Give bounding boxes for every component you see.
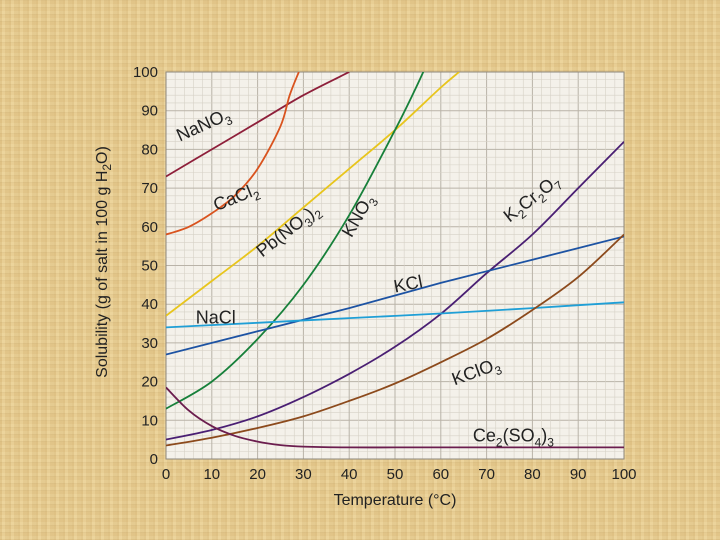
series-line-kno3	[166, 72, 425, 410]
series-line-nano3	[166, 72, 350, 178]
y-tick-label: 20	[141, 374, 158, 391]
series-line-ce2so43	[166, 386, 624, 449]
series-line-k2cr2o7	[166, 141, 624, 441]
x-tick-label: 40	[341, 466, 358, 483]
series-line-nacl	[166, 301, 624, 329]
y-tick-label: 40	[141, 296, 158, 313]
y-tick-label: 100	[133, 64, 158, 81]
y-tick-label: 10	[141, 412, 158, 429]
x-tick-label: 100	[611, 466, 636, 483]
series-line-cacl2	[166, 72, 300, 236]
x-tick-label: 80	[524, 466, 541, 483]
series-line-kcl	[166, 235, 624, 356]
series-label-ce2so43: Ce2(SO4)3	[473, 426, 554, 450]
y-tick-label: 90	[141, 103, 158, 120]
series-lines	[166, 72, 624, 449]
series-label-nacl: NaCl	[196, 308, 236, 328]
y-axis-title: Solubility (g of salt in 100 g H2O)	[94, 146, 114, 378]
x-tick-label: 10	[203, 466, 220, 483]
y-tick-label: 80	[141, 141, 158, 158]
plot-frame	[165, 71, 625, 460]
x-tick-label: 70	[478, 466, 495, 483]
y-tick-label: 60	[141, 219, 158, 236]
y-tick-label: 0	[150, 451, 158, 468]
y-tick-label: 50	[141, 258, 158, 275]
x-tick-label: 50	[387, 466, 404, 483]
x-tick-label: 90	[570, 466, 587, 483]
tick-labels: 0 10 20 30 40 50 60 70 80 90 100 0 10 20 30 40 50 60 70 80 9…	[133, 64, 637, 483]
x-tick-label: 0	[162, 466, 170, 483]
x-tick-label: 60	[432, 466, 449, 483]
x-tick-label: 20	[249, 466, 266, 483]
x-axis-title: Temperature (°C)	[334, 492, 457, 509]
y-tick-label: 70	[141, 180, 158, 197]
y-tick-label: 30	[141, 335, 158, 352]
series-line-kclo3	[166, 233, 624, 447]
series-line-pbno32	[166, 72, 460, 317]
x-tick-label: 30	[295, 466, 312, 483]
grid	[165, 71, 625, 460]
